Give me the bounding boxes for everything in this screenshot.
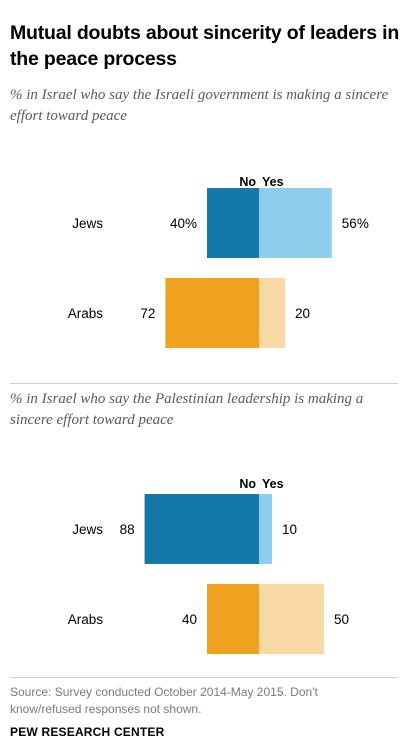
value-label-yes-arabs: 20: [295, 306, 310, 321]
bar-yes-arabs: [259, 584, 324, 654]
legend-no: No: [239, 477, 256, 491]
footer-divider: [10, 677, 398, 678]
bar-no-jews: [207, 188, 259, 258]
brand-logo-text: PEW RESEARCH CENTER: [10, 725, 165, 739]
bar-yes-arabs: [259, 278, 285, 348]
bar-yes-jews: [259, 188, 332, 258]
value-label-yes-jews: 56%: [342, 216, 369, 231]
value-label-yes-jews: 10: [282, 522, 297, 537]
value-label-no-arabs: 72: [140, 306, 155, 321]
bar-no-jews: [144, 494, 259, 564]
chart-palestinian-leadership: No Yes Jews 88 10 Arabs 40 50: [68, 477, 349, 654]
value-label-yes-arabs: 50: [334, 612, 349, 627]
value-label-no-jews: 40%: [170, 216, 197, 231]
value-label-no-arabs: 40: [182, 612, 197, 627]
source-note: Source: Survey conducted October 2014-Ma…: [10, 685, 318, 716]
legend-yes: Yes: [262, 477, 284, 491]
bar-yes-jews: [259, 494, 272, 564]
bar-no-arabs: [165, 278, 259, 348]
category-label-arabs: Arabs: [68, 612, 104, 627]
chart-israeli-government: No Yes Jews 40% 56% Arabs 72 20: [68, 175, 369, 348]
legend-yes: Yes: [262, 175, 284, 189]
category-label-jews: Jews: [72, 522, 103, 537]
value-label-no-jews: 88: [120, 522, 135, 537]
chart-1-subtitle: % in Israel who say the Israeli governme…: [10, 87, 389, 124]
chart-title: Mutual doubts about sincerity of leaders…: [10, 22, 400, 70]
legend-no: No: [239, 175, 256, 189]
section-divider: [10, 383, 398, 384]
category-label-arabs: Arabs: [68, 306, 104, 321]
chart-2-subtitle: % in Israel who say the Palestinian lead…: [10, 391, 364, 428]
bar-no-arabs: [207, 584, 259, 654]
category-label-jews: Jews: [72, 216, 103, 231]
